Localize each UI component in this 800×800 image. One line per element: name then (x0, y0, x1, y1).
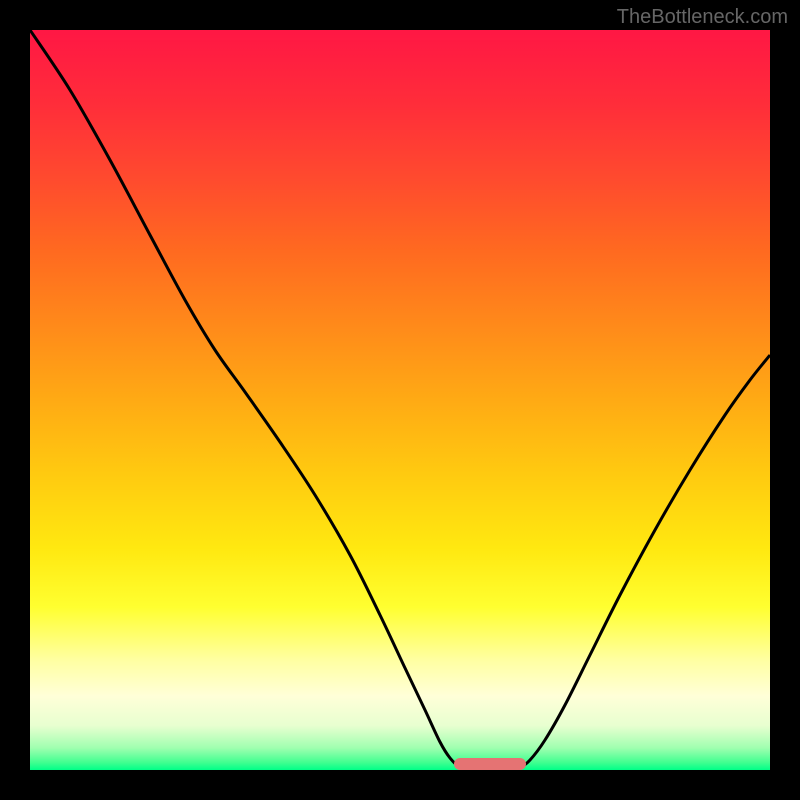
bottleneck-curve (30, 30, 770, 770)
watermark-text: TheBottleneck.com (617, 6, 788, 29)
valley-marker (454, 758, 526, 770)
bottleneck-chart (30, 30, 770, 770)
